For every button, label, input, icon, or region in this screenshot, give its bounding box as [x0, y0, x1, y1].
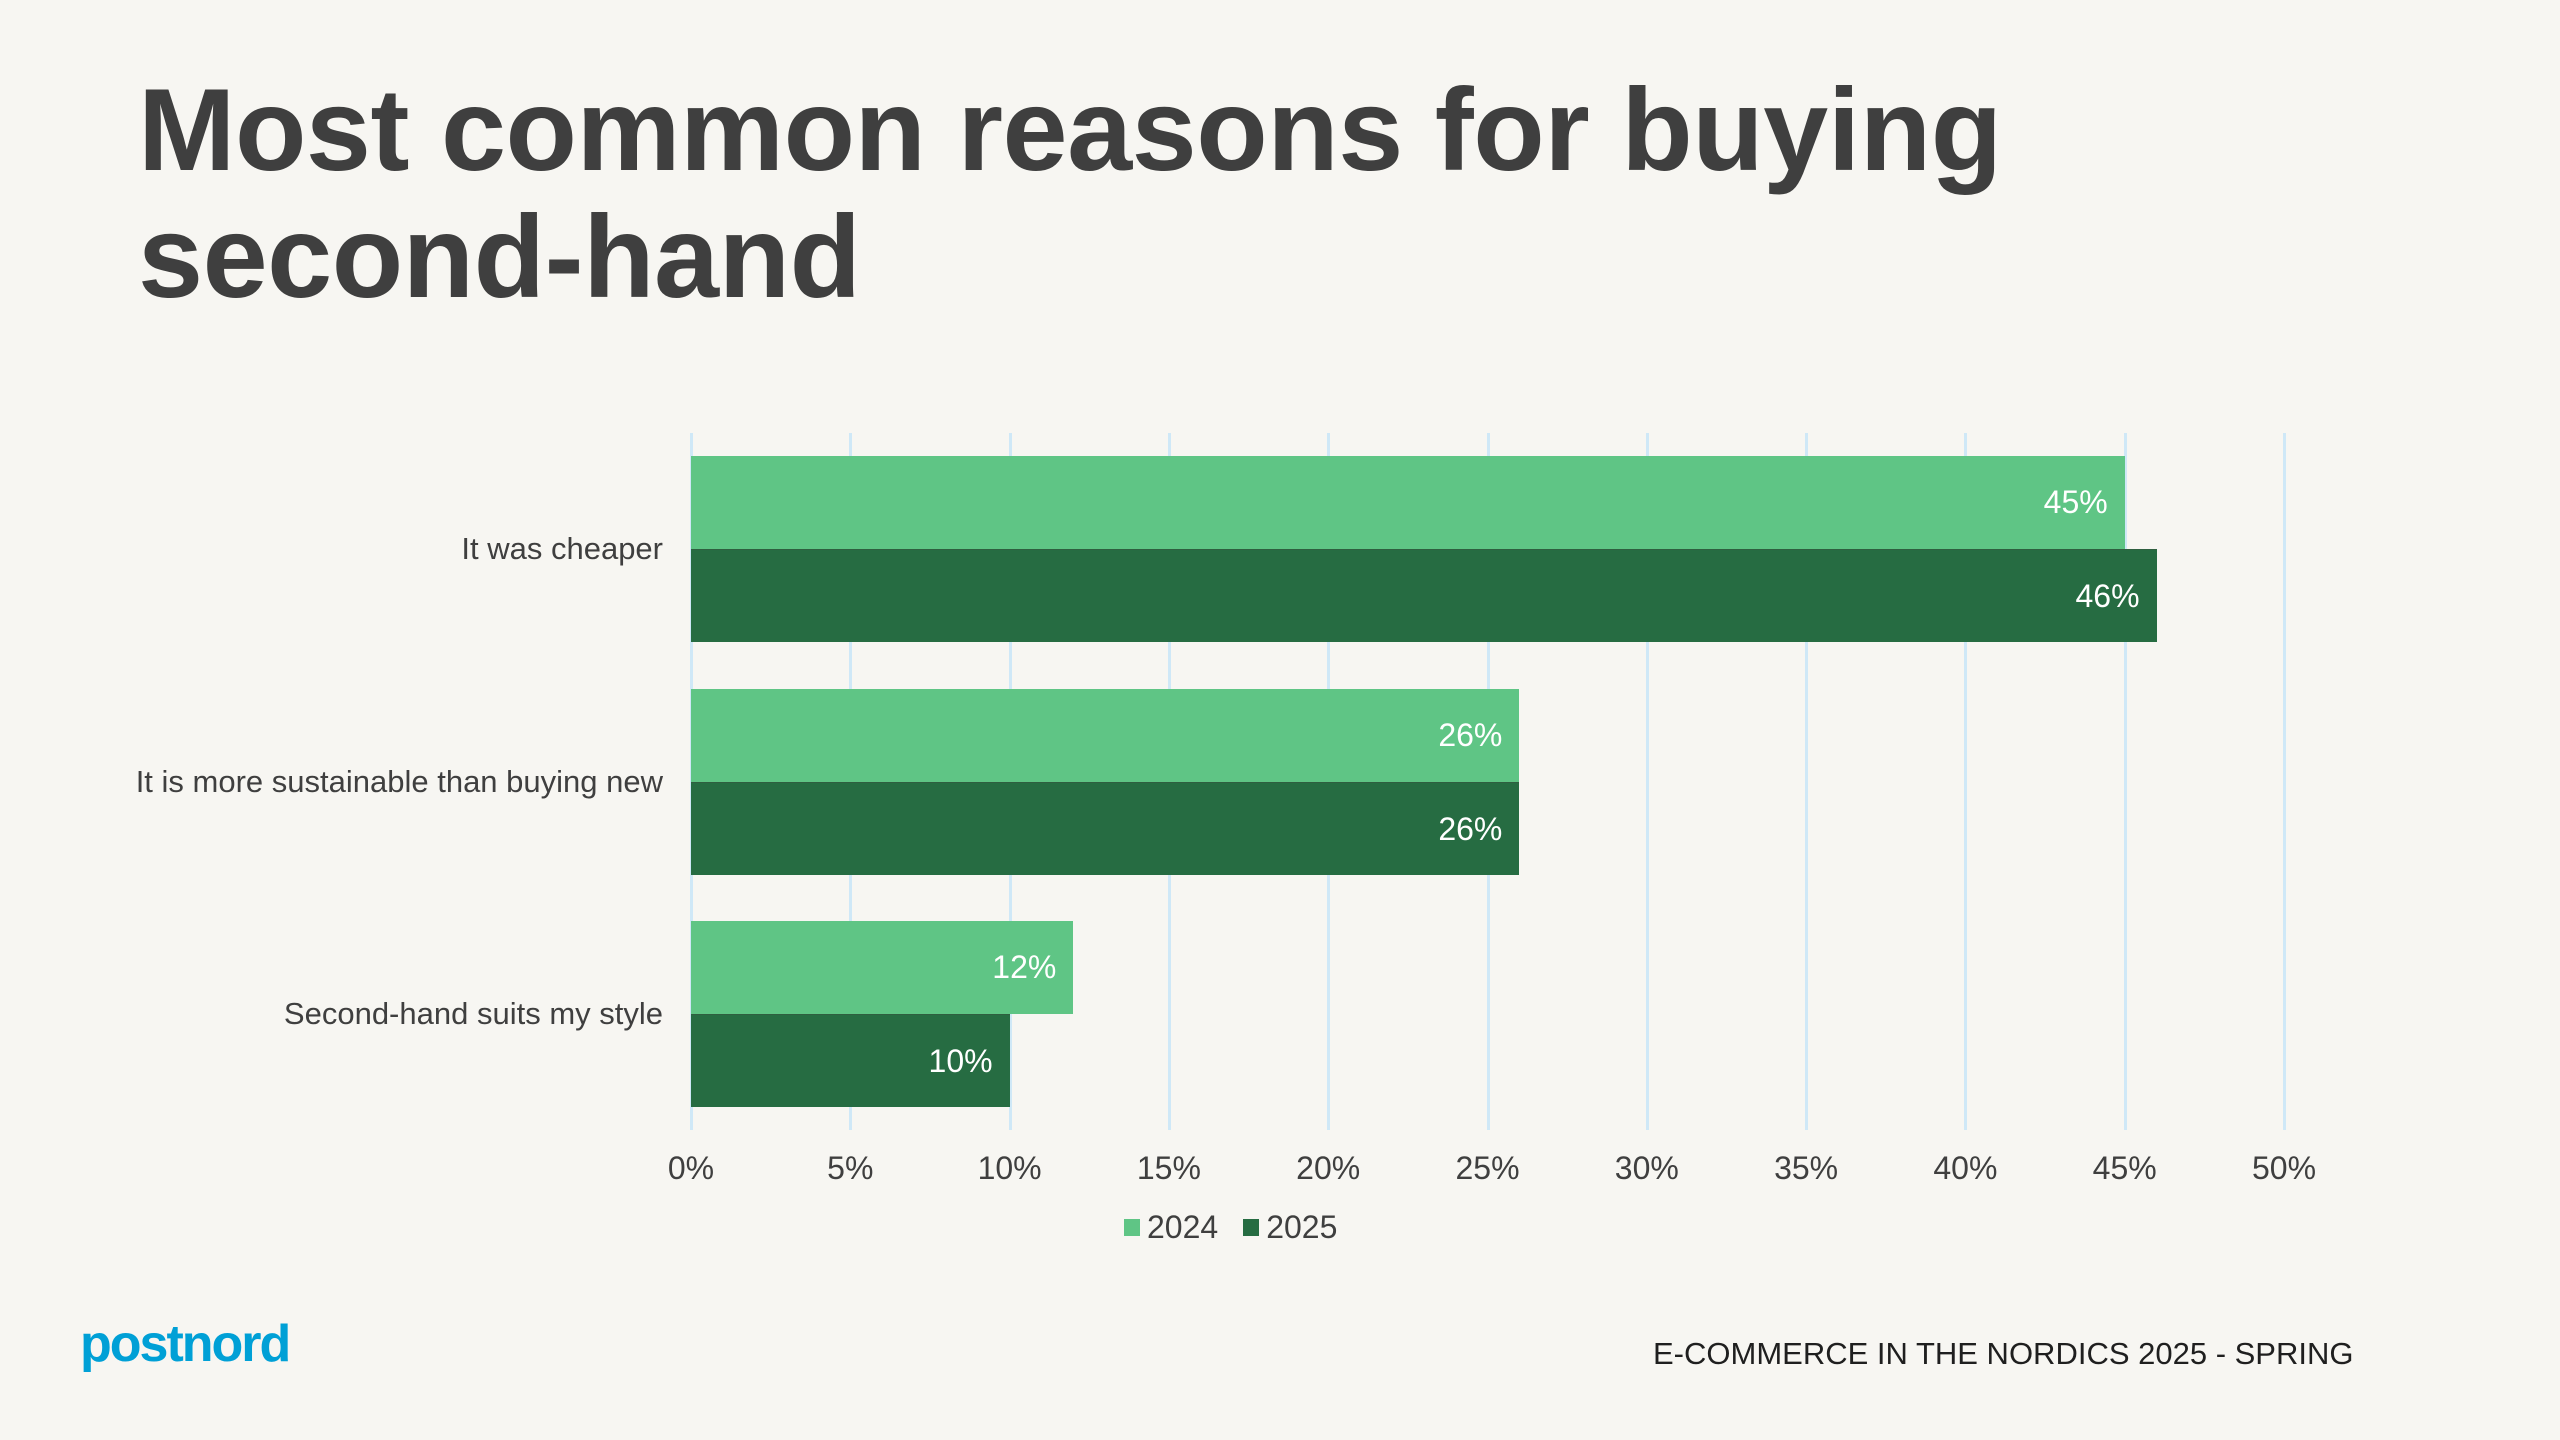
slide-title: Most common reasons for buying second-ha… [138, 64, 2002, 322]
bar-2024: 45% [691, 456, 2125, 549]
legend-label: 2025 [1266, 1209, 1338, 1245]
category-label: Second-hand suits my style [283, 996, 663, 1031]
legend-item-2025: 2025 [1243, 1208, 1337, 1246]
x-tick-label: 45% [2092, 1150, 2157, 1186]
legend-swatch-icon [1124, 1218, 1140, 1236]
legend-label: 2024 [1147, 1209, 1219, 1245]
x-tick-label: 15% [1136, 1150, 1201, 1186]
category-label: It was cheaper [461, 531, 663, 566]
postnord-logo: postnord [80, 1315, 291, 1373]
x-tick-label: 40% [1933, 1150, 1998, 1186]
plot-area: 45% 46% 26% 26% 12% 10% [690, 433, 2286, 1130]
x-tick-label: 0% [667, 1150, 715, 1186]
bar-value-label: 12% [992, 949, 1057, 985]
legend-swatch-icon [1243, 1218, 1260, 1236]
x-tick-label: 35% [1774, 1150, 1839, 1186]
x-tick-label: 30% [1614, 1150, 1679, 1186]
gridline [1645, 433, 1649, 1130]
x-tick-label: 5% [827, 1150, 874, 1186]
bar-2025: 26% [691, 782, 1520, 875]
x-tick-label: 10% [977, 1150, 1042, 1186]
bar-2024: 26% [691, 689, 1520, 782]
bar-value-label: 10% [928, 1043, 993, 1079]
bar-2025: 46% [691, 549, 2157, 642]
bar-value-label: 26% [1438, 811, 1503, 847]
legend-item-2024: 2024 [1124, 1208, 1218, 1246]
x-tick-label: 20% [1296, 1150, 1361, 1186]
bar-value-label: 26% [1438, 717, 1503, 753]
category-label: It is more sustainable than buying new [135, 764, 663, 799]
gridline [2283, 433, 2286, 1130]
chart-legend: 2024 2025 [1124, 1208, 1362, 1246]
bar-value-label: 46% [2075, 578, 2140, 614]
gridline [1964, 433, 1968, 1130]
footer-text: E-COMMERCE IN THE NORDICS 2025 - SPRING [1653, 1336, 2354, 1371]
gridline [1805, 433, 1809, 1130]
gridline [2123, 433, 2127, 1130]
bar-value-label: 45% [2043, 484, 2108, 520]
x-tick-label: 25% [1455, 1150, 1520, 1186]
x-tick-label: 50% [2251, 1150, 2317, 1186]
bar-2025: 10% [691, 1014, 1010, 1107]
bar-2024: 12% [691, 921, 1074, 1014]
